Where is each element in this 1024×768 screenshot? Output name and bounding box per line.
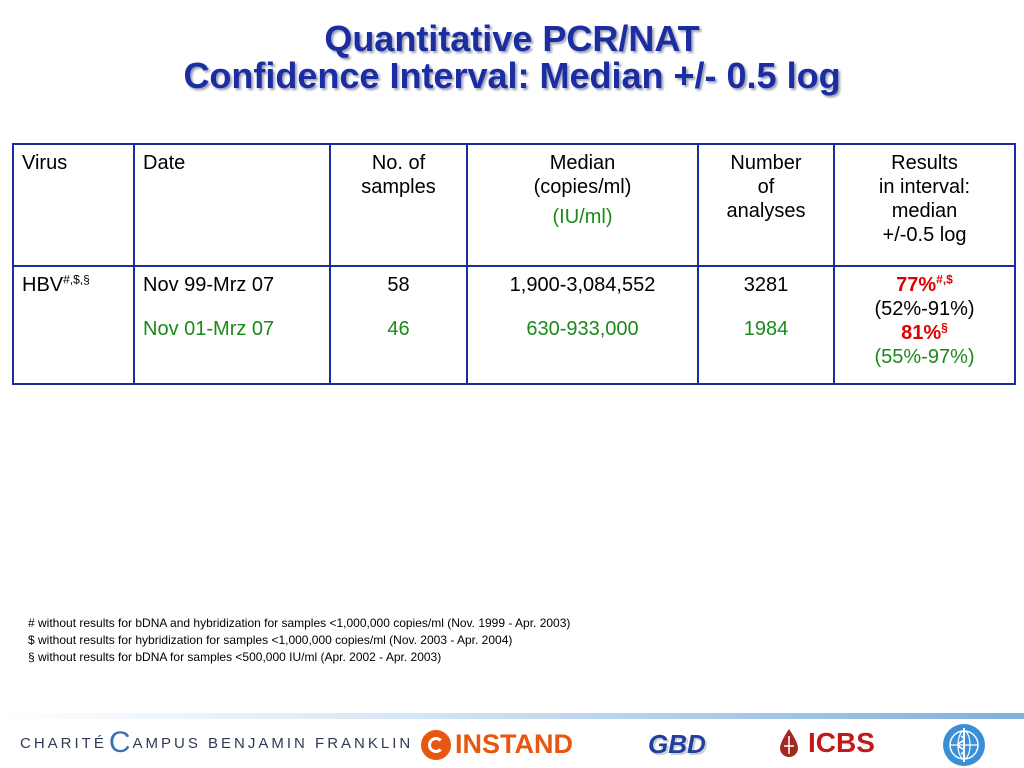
icbs-name: ICBS [808,727,875,758]
footnote-section: § without results for bDNA for samples <… [28,650,442,664]
result-iu-footnote-marks: § [941,320,948,335]
cell-date: Nov 99-Mrz 07 Nov 01-Mrz 07 [133,265,331,385]
header-results-line-3: median [891,200,958,222]
samples-iu: 46 [387,318,410,340]
result-iu-percent: 81% [901,322,942,344]
header-results-line-2: in interval: [878,176,971,198]
cell-median: 1,900-3,084,552 630-933,000 [466,265,699,385]
instand-swirl-icon [421,729,451,760]
analyses-iu: 1984 [743,318,789,340]
header-median-iu: (IU/ml) [552,206,613,228]
median-copies: 1,900-3,084,552 [509,274,656,296]
charite-logo: CHARITÉ C AMPUS BENJAMIN FRANKLIN [20,726,414,759]
virus-footnote-marks: #,$,§ [63,272,90,287]
header-samples-line-2: samples [361,176,436,198]
header-analyses: Number of analyses [697,143,835,267]
header-median-line-2: (copies/ml) [533,176,632,198]
campus-name: AMPUS BENJAMIN FRANKLIN [132,734,414,752]
gbd-logo: GBD [648,729,706,760]
table-row: HBV#,$,§ Nov 99-Mrz 07 Nov 01-Mrz 07 58 … [12,265,1016,385]
header-results-line-4: +/-0.5 log [882,224,967,246]
date-copies: Nov 99-Mrz 07 [143,274,275,296]
header-results: Results in interval: median +/-0.5 log [833,143,1016,267]
date-iu: Nov 01-Mrz 07 [143,318,275,340]
samples-copies: 58 [387,274,410,296]
result-iu: 81%§ [843,321,1006,345]
footer-divider [0,713,1024,719]
header-samples: No. of samples [329,143,468,267]
result-iu-ci: (55%-97%) [874,346,975,368]
header-median: Median (copies/ml) (IU/ml) [466,143,699,267]
median-iu: 630-933,000 [526,318,639,340]
result-copies-percent: 77% [896,274,937,296]
campus-c-glyph: C [108,726,131,759]
header-analyses-line-3: analyses [726,200,806,222]
header-analyses-line-2: of [757,176,775,198]
slide-title: Quantitative PCR/NAT Confidence Interval… [0,20,1024,94]
instand-name: INSTAND [455,729,573,759]
cell-analyses: 3281 1984 [697,265,835,385]
header-analyses-line-1: Number [730,152,802,174]
footnote-dollar: $ without results for hybridization for … [28,633,513,647]
blood-drop-icon [780,729,798,757]
header-date: Date [133,143,331,267]
instand-logo: INSTAND [421,729,573,760]
title-line-2: Confidence Interval: Median +/- 0.5 log [183,55,841,96]
result-copies: 77%#,$ [843,273,1006,297]
cell-virus: HBV#,$,§ [12,265,135,385]
icbs-logo: ICBS [778,727,875,759]
title-line-1: Quantitative PCR/NAT [324,18,700,59]
header-virus: Virus [12,143,135,267]
result-copies-footnote-marks: #,$ [936,272,953,287]
header-median-line-1: Median [549,152,616,174]
virus-name: HBV [22,274,64,296]
result-copies-ci: (52%-91%) [874,298,975,320]
results-table: Virus Date No. of samples Median (copies… [12,143,1016,385]
cell-results: 77%#,$ (52%-91%) 81%§ (55%-97%) [833,265,1016,385]
table-header-row: Virus Date No. of samples Median (copies… [12,143,1016,267]
who-globe-icon [943,724,985,766]
footnotes: # without results for bDNA and hybridiza… [28,615,570,666]
footnote-hash: # without results for bDNA and hybridiza… [28,616,571,630]
charite-name: CHARITÉ [20,734,107,752]
header-results-line-1: Results [891,152,958,174]
who-emblem [941,722,987,768]
header-samples-line-1: No. of [371,152,426,174]
cell-samples: 58 46 [329,265,468,385]
gbd-name: GBD [648,729,706,759]
analyses-copies: 3281 [743,274,789,296]
